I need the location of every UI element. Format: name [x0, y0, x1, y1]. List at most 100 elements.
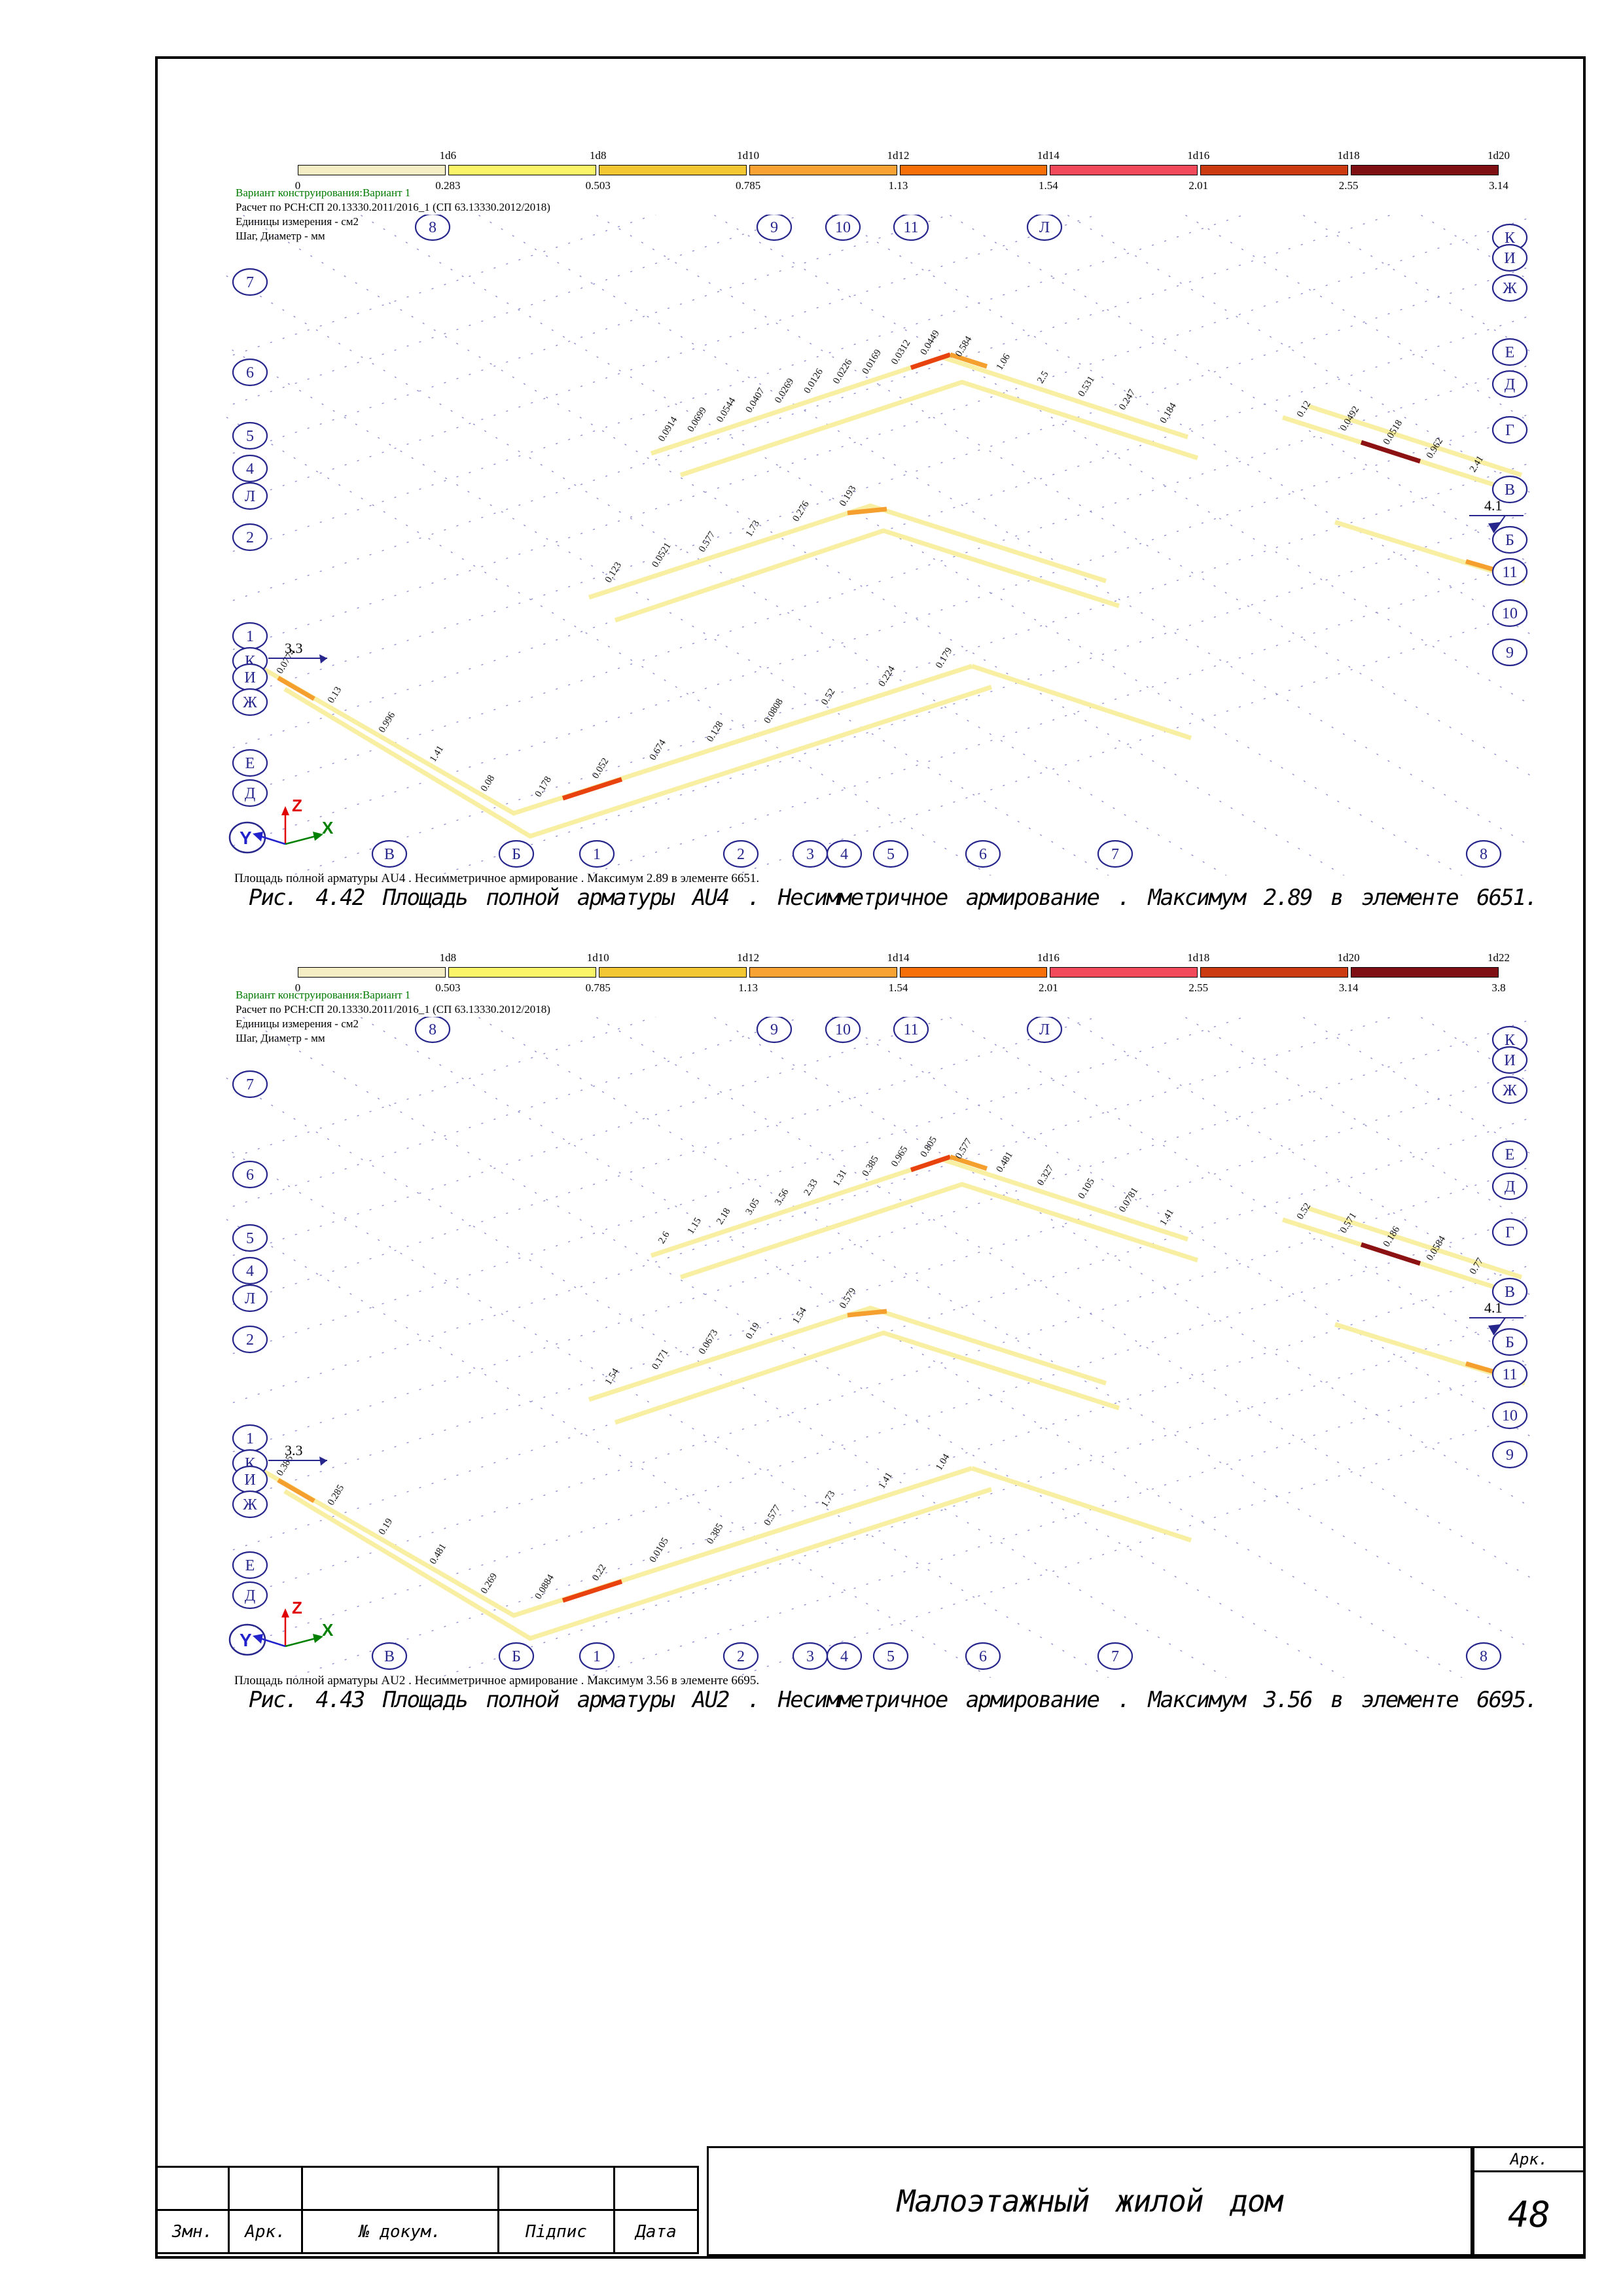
beam-value: 0.247 — [1117, 387, 1138, 412]
scale-tick: 1d14 — [1037, 149, 1060, 162]
grid-axis-circle — [1491, 1401, 1528, 1430]
grid-axis-circle — [232, 523, 268, 552]
grid-axis-circle — [498, 839, 535, 868]
beam-value: 0.385 — [861, 1154, 881, 1178]
grid-axis-label: 9 — [1506, 645, 1514, 662]
grid-axis-label: 6 — [246, 364, 254, 381]
grid-axis-label: 6 — [979, 1648, 987, 1665]
beam-value: 0.805 — [919, 1135, 939, 1159]
beam-value: 0.276 — [791, 499, 812, 524]
dimension-left-label: 3.3 — [285, 640, 303, 656]
hotspot — [562, 777, 623, 801]
hotspot — [910, 1154, 952, 1173]
beam-value: 0.171 — [650, 1347, 670, 1371]
beam — [650, 1157, 1189, 1258]
reinforcement-hotspots — [277, 1154, 1507, 1603]
grid-axis-circle — [1491, 338, 1528, 366]
grid-axis-label: 4 — [246, 1263, 254, 1280]
grid-axis-circle — [414, 215, 451, 241]
beam-value: 1.73 — [744, 519, 762, 539]
beam-value: 1.41 — [1158, 1207, 1176, 1227]
grid-axis-circle — [232, 421, 268, 450]
grid-axis-circle — [1491, 1076, 1528, 1104]
grid-axis-circle — [965, 839, 1001, 868]
grid-axis-circle — [232, 1070, 268, 1099]
slab-beams — [257, 1157, 1526, 1641]
grid-axis-label: 7 — [246, 274, 254, 291]
scale-value: 0.503 — [585, 179, 611, 192]
scale-segment — [1200, 165, 1349, 175]
scale-segment — [298, 967, 446, 978]
title-block-revision-table: Змн. Арк. № докум. Підпис Дата — [155, 2166, 699, 2254]
dimension-right-label: 4.1 — [1484, 497, 1503, 514]
beam-value-labels: 2.6 1.15 2.18 3.05 3.56 2.33 1.31 0.385 0.965 0.8… — [275, 1135, 1486, 1601]
grid-axis-label: Ж — [1503, 1082, 1517, 1099]
scale-tick: 1d10 — [586, 951, 609, 964]
beam-value: 1.04 — [934, 1452, 952, 1472]
scale-tick: 1d8 — [590, 149, 607, 162]
scale-segment — [749, 165, 897, 175]
grid-axis-circle — [1491, 1046, 1528, 1074]
grid-axis-circle — [232, 482, 268, 510]
grid-axis-label: Л — [245, 488, 255, 505]
dimension-marks: 3.3 4.1 — [268, 497, 1524, 663]
scale-tick: 1d18 — [1187, 951, 1210, 964]
beam-value: 0.577 — [954, 1137, 974, 1161]
grid-axis-label: Г — [1505, 1224, 1514, 1241]
grid-axis-circle — [414, 1017, 451, 1044]
hotspot — [949, 1154, 988, 1171]
beam-value: 0.965 — [889, 1144, 910, 1169]
grid-axis-label: 8 — [1480, 846, 1488, 863]
scale-value: 2.01 — [1039, 981, 1058, 994]
scale-tick: 1d16 — [1037, 951, 1060, 964]
grid-axis-label: 9 — [1506, 1447, 1514, 1464]
scale-segment — [899, 967, 1048, 978]
scale-values: 0 0.283 0.503 0.785 1.13 1.54 2.01 2.55 3.14 — [294, 179, 1508, 194]
grid-axis-label: 6 — [979, 846, 987, 863]
dimension-marks: 3.3 4.1 — [268, 1299, 1524, 1466]
grid-axis-circle — [232, 1325, 268, 1354]
grid-axis-circle — [232, 1490, 268, 1519]
beam-value: 0.19 — [744, 1321, 762, 1341]
grid-axis-circle — [579, 839, 615, 868]
grid-axis-circle — [1491, 557, 1528, 586]
scale-segment — [1050, 967, 1198, 978]
grid-axis-label: 4 — [246, 461, 254, 478]
beam-value: 0.0105 — [648, 1536, 671, 1564]
grid-axis-label: В — [1505, 482, 1515, 499]
grid-axis-circle — [1465, 839, 1502, 868]
col-ark: Арк. — [228, 2209, 303, 2254]
hotspot — [562, 1579, 623, 1603]
grid-axis-label: 5 — [246, 1230, 254, 1247]
grid-axis-circle — [1491, 370, 1528, 398]
grid-axis-label: 10 — [1502, 605, 1518, 622]
scale-value: 3.14 — [1338, 981, 1359, 994]
grid-axis-circle — [1097, 839, 1133, 868]
grid-axis-circle — [722, 1642, 759, 1670]
y-axis-label: Y — [240, 828, 252, 848]
sheet-label: Арк. — [1474, 2148, 1584, 2172]
project-title: Малоэтажный жилой дом — [707, 2146, 1472, 2256]
beam-value: 0.481 — [995, 1150, 1015, 1174]
scale-value: 0.785 — [585, 981, 611, 994]
table-row: Змн. Арк. № докум. Підпис Дата — [155, 2209, 699, 2254]
calc-line: Расчет по РСН:СП 20.13330.2011/2016_1 (С… — [236, 1003, 550, 1016]
scale-value: 1.54 — [888, 981, 908, 994]
grid-axis-circle — [1465, 1642, 1502, 1670]
color-scale: 1d8 1d10 1d12 1d14 1d16 1d18 1d20 1d22 0 0.503 0.7… — [295, 951, 1510, 997]
color-scale: 1d6 1d8 1d10 1d12 1d14 1d16 1d18 1d20 0 0.283 0.50… — [294, 149, 1510, 195]
scale-value: 0 — [294, 179, 301, 192]
grid-axis-label: 1 — [246, 1430, 254, 1447]
beam-value: 0.0126 — [802, 366, 826, 395]
beam-value: 0.0808 — [762, 697, 785, 725]
grid-axis-circle — [1491, 1328, 1528, 1356]
variant-line: Вариант конструирования:Вариант 1 — [236, 989, 411, 1001]
beam-value: 0.674 — [648, 737, 669, 762]
grid-axis-label: Е — [1505, 344, 1515, 361]
scale-segment — [1351, 967, 1499, 978]
variant-line: Вариант конструирования:Вариант 1 — [236, 186, 411, 199]
beam-value: 0.184 — [1158, 400, 1179, 425]
grid-axis-circle — [1491, 599, 1528, 627]
col-docnum: № докум. — [301, 2209, 499, 2254]
